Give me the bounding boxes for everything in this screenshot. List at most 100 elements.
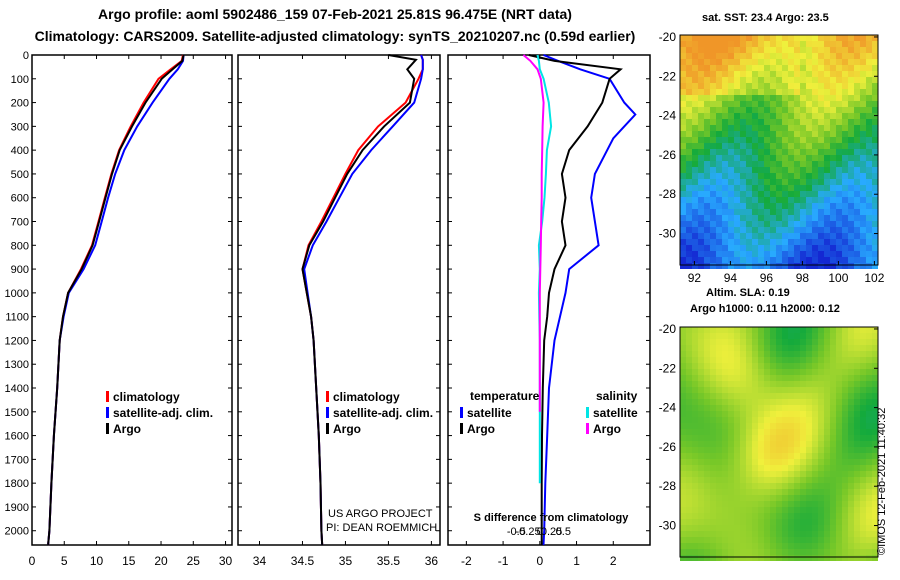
map-cell xyxy=(860,209,866,215)
map-cell xyxy=(758,71,764,77)
legend-title-temperature: temperature xyxy=(470,389,540,403)
map-cell xyxy=(794,83,800,89)
map-cell xyxy=(686,519,692,525)
map-cell xyxy=(758,173,764,179)
map-cell xyxy=(782,549,788,555)
legend-swatch xyxy=(586,423,589,434)
map-cell xyxy=(692,167,698,173)
map-cell xyxy=(686,333,692,339)
x-tick-label: -2 xyxy=(461,554,472,568)
map-cell xyxy=(824,233,830,239)
map-cell xyxy=(794,119,800,125)
map-cell xyxy=(806,435,812,441)
map-cell xyxy=(794,417,800,423)
map-cell xyxy=(782,125,788,131)
map-cell xyxy=(758,185,764,191)
map-cell xyxy=(860,191,866,197)
map-cell xyxy=(812,95,818,101)
map-cell xyxy=(728,215,734,221)
map-cell xyxy=(710,519,716,525)
map-cell xyxy=(710,239,716,245)
map-cell xyxy=(788,35,794,41)
map-cell xyxy=(764,77,770,83)
map-cell xyxy=(686,71,692,77)
map-cell xyxy=(842,357,848,363)
map-cell xyxy=(716,411,722,417)
map-cell xyxy=(740,71,746,77)
map-cell xyxy=(824,423,830,429)
map-cell xyxy=(764,351,770,357)
map-cell xyxy=(752,263,758,269)
map-cell xyxy=(740,459,746,465)
map-cell xyxy=(782,363,788,369)
map-cell xyxy=(836,477,842,483)
map-cell xyxy=(722,489,728,495)
map-cell xyxy=(764,41,770,47)
map-cell xyxy=(770,191,776,197)
series-line-temp-1 xyxy=(47,54,185,546)
map-cell xyxy=(788,501,794,507)
map-cell xyxy=(704,161,710,167)
map-cell xyxy=(746,131,752,137)
map-cell xyxy=(836,59,842,65)
map-cell xyxy=(830,435,836,441)
map-cell xyxy=(746,333,752,339)
map-cell xyxy=(842,339,848,345)
map-cell xyxy=(866,501,872,507)
map-cell xyxy=(704,107,710,113)
map-cell xyxy=(758,519,764,525)
map-cell xyxy=(680,77,686,83)
map-cell xyxy=(692,483,698,489)
map-cell xyxy=(680,381,686,387)
map-cell xyxy=(740,53,746,59)
legend-swatch xyxy=(326,407,329,418)
map-cell xyxy=(770,537,776,543)
map-cell xyxy=(770,65,776,71)
map-cell xyxy=(854,107,860,113)
map-cell xyxy=(740,363,746,369)
map-cell xyxy=(770,137,776,143)
map-cell xyxy=(686,173,692,179)
map-cell xyxy=(818,143,824,149)
map-cell xyxy=(722,185,728,191)
map-cell xyxy=(722,221,728,227)
map-cell xyxy=(758,471,764,477)
map-cell xyxy=(848,251,854,257)
map-cell xyxy=(800,351,806,357)
map-cell xyxy=(818,35,824,41)
map-cell xyxy=(848,549,854,555)
map-cell xyxy=(704,435,710,441)
map-cell xyxy=(872,525,878,531)
map-cell xyxy=(704,209,710,215)
map-cell xyxy=(782,339,788,345)
map-cell xyxy=(680,441,686,447)
map-cell xyxy=(758,525,764,531)
map-cell xyxy=(782,245,788,251)
map-cell xyxy=(782,41,788,47)
map-cell xyxy=(764,227,770,233)
map-cell xyxy=(752,435,758,441)
map-cell xyxy=(716,363,722,369)
map-cell xyxy=(758,507,764,513)
map-cell xyxy=(836,119,842,125)
map-cell xyxy=(872,71,878,77)
map-cell xyxy=(704,119,710,125)
map-cell xyxy=(824,185,830,191)
map-cell xyxy=(776,71,782,77)
map-cell xyxy=(848,345,854,351)
map-cell xyxy=(686,251,692,257)
map-cell xyxy=(800,537,806,543)
map-cell xyxy=(866,185,872,191)
map-cell xyxy=(722,375,728,381)
map-cell xyxy=(830,41,836,47)
map-cell xyxy=(746,41,752,47)
map-cell xyxy=(794,215,800,221)
map-cell xyxy=(734,465,740,471)
map-cell xyxy=(746,525,752,531)
map-cell xyxy=(818,441,824,447)
y-tick-label: 2000 xyxy=(5,526,29,538)
map-cell xyxy=(686,417,692,423)
map-cell xyxy=(734,185,740,191)
map-cell xyxy=(680,339,686,345)
map-cell xyxy=(824,483,830,489)
